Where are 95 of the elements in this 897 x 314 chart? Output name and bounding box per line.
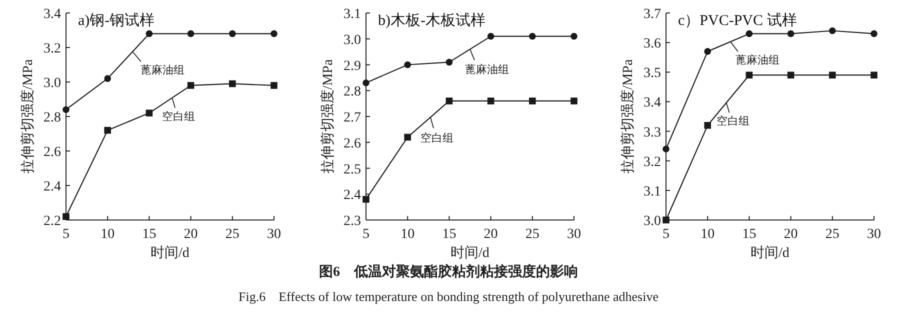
x-axis-title: 时间/d: [450, 245, 490, 261]
point: [404, 134, 411, 141]
y-tick-label: 3.0: [44, 76, 61, 91]
point: [446, 98, 453, 104]
point: [104, 75, 111, 82]
point: [187, 82, 194, 89]
point: [362, 196, 370, 203]
point: [570, 32, 578, 40]
y-tick-label: 3.4: [644, 96, 661, 111]
x-tick-label: 25: [225, 227, 240, 242]
y-tick-label: 3.1: [644, 184, 661, 200]
point: [270, 82, 278, 89]
point: [787, 30, 794, 38]
legend-label: 空白组: [716, 114, 750, 128]
point: [446, 58, 453, 66]
point: [787, 72, 794, 78]
x-tick-label: 15: [442, 227, 456, 242]
point: [529, 98, 536, 104]
y-tick-label: 2.2: [44, 214, 61, 229]
y-tick-label: 3.4: [44, 7, 61, 22]
x-tick-label: 5: [362, 227, 370, 242]
point: [829, 72, 836, 78]
x-tick-label: 25: [825, 227, 840, 242]
legend-label: 蓖麻油组: [465, 63, 509, 76]
y-tick-label: 2.4: [44, 180, 61, 194]
point: [362, 79, 370, 86]
legend-label: 空白组: [162, 110, 196, 123]
x-tick-label: 10: [100, 227, 115, 242]
point: [529, 32, 536, 40]
chart-title: c）PVC-PVC 试样: [678, 12, 797, 29]
chart-title: b)木板-木板试样: [378, 12, 486, 29]
point: [746, 30, 753, 38]
point: [62, 106, 70, 113]
point: [187, 30, 194, 38]
x-tick-label: 25: [525, 227, 540, 242]
y-axis-title: 拉伸剪切强度/MPa: [620, 58, 636, 174]
x-tick-label: 15: [742, 227, 756, 242]
y-tick-label: 2.8: [344, 84, 361, 100]
point: [570, 98, 578, 104]
point: [870, 30, 878, 38]
y-axis-title: 拉伸剪切强度/MPa: [320, 58, 336, 174]
y-tick-label: 2.7: [344, 110, 361, 126]
point: [746, 72, 753, 78]
y-tick-label: 3.0: [344, 32, 361, 48]
y-tick-label: 2.8: [44, 110, 61, 126]
y-axis-title: 拉伸剪切强度/MPa: [20, 58, 36, 174]
x-tick-label: 20: [484, 227, 498, 242]
legend-label: 蓖麻油组: [140, 64, 185, 77]
y-tick-label: 3.1: [344, 7, 361, 22]
x-tick-label: 20: [184, 227, 198, 242]
point: [662, 216, 670, 224]
caption: Fig.6 Effects of low temperature on bonding strength of polyurethane adhesive: [238, 289, 659, 304]
y-tick-label: 2.5: [344, 162, 361, 178]
legend-label: 空白组: [420, 131, 454, 144]
point: [229, 80, 236, 88]
x-tick-label: 5: [662, 227, 670, 242]
x-tick-label: 30: [567, 227, 581, 242]
point: [404, 61, 411, 68]
x-tick-label: 30: [867, 227, 881, 242]
x-tick-label: 30: [267, 227, 281, 242]
point: [662, 146, 670, 152]
y-tick-label: 3.2: [44, 42, 61, 56]
y-tick-label: 3.5: [644, 66, 661, 82]
y-tick-label: 3.6: [644, 36, 661, 52]
y-tick-label: 2.9: [344, 58, 361, 74]
y-tick-label: 2.6: [44, 145, 61, 160]
caption: 图6 低温对聚氨酯胶粘剂粘接强度的影响: [319, 263, 578, 280]
point: [104, 126, 111, 134]
x-tick-label: 5: [62, 227, 70, 242]
y-tick-label: 2.4: [344, 188, 361, 204]
point: [870, 72, 878, 78]
y-tick-label: 2.6: [344, 136, 361, 152]
x-tick-label: 15: [142, 227, 156, 242]
point: [487, 98, 494, 104]
point: [229, 30, 236, 38]
x-axis-title: 时间/d: [750, 245, 790, 261]
y-tick-label: 3.7: [644, 7, 661, 22]
x-axis-title: 时间/d: [150, 245, 190, 261]
point: [487, 32, 494, 40]
y-tick-label: 3.2: [644, 154, 661, 170]
y-tick-label: 3.3: [644, 125, 661, 140]
point: [62, 213, 70, 220]
point: [829, 27, 836, 34]
point: [270, 30, 278, 38]
y-tick-label: 2.3: [344, 214, 361, 229]
point: [704, 48, 711, 55]
x-tick-label: 10: [700, 227, 715, 242]
point: [146, 110, 153, 116]
point: [704, 122, 711, 129]
x-tick-label: 20: [784, 227, 798, 242]
legend-label: 蓖麻油组: [735, 54, 780, 67]
y-tick-label: 3.0: [644, 214, 661, 229]
point: [146, 30, 153, 38]
chart-title: a)钢-钢试样: [78, 12, 155, 29]
x-tick-label: 10: [400, 227, 415, 242]
